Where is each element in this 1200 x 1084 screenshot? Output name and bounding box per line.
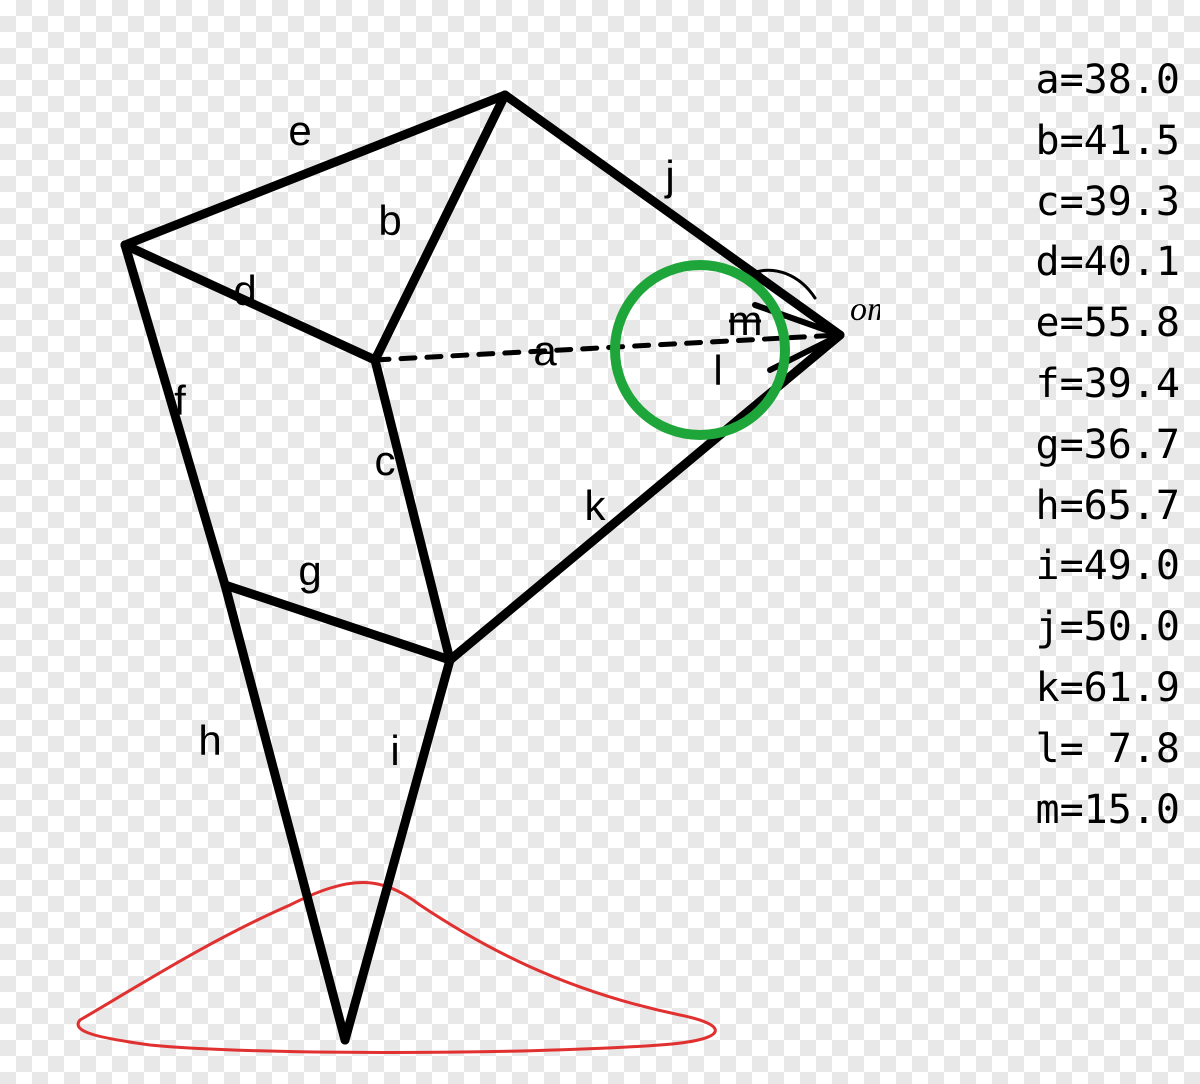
edge-c [375, 360, 450, 660]
annotation-om: om [850, 291, 880, 328]
legend-row-i: i=49.0 [1036, 536, 1181, 597]
legend-row-f: f=39.4 [1036, 354, 1181, 415]
legend-row-l: l= 7.8 [1036, 719, 1181, 780]
diagram-canvas: ebjdfackghilmom [0, 0, 880, 1084]
edge-g [225, 585, 450, 660]
edge-label-j: j [663, 152, 674, 199]
legend: a=38.0b=41.5c=39.3d=40.1e=55.8f=39.4g=36… [1036, 50, 1181, 840]
edge-label-b: b [378, 197, 401, 244]
edge-j [505, 95, 840, 335]
legend-row-k: k=61.9 [1036, 658, 1181, 719]
edge-label-c: c [375, 437, 396, 484]
edge-label-e: e [288, 107, 311, 154]
edge-label-f: f [174, 377, 186, 424]
edge-label-a: a [533, 327, 557, 374]
mound-annotation [78, 883, 715, 1053]
edge-h [225, 585, 345, 1040]
edge-i [345, 660, 450, 1040]
edge-label-h: h [198, 717, 221, 764]
edge-label-i: i [390, 727, 399, 774]
edge-label-k: k [585, 482, 607, 529]
legend-row-m: m=15.0 [1036, 780, 1181, 841]
legend-row-d: d=40.1 [1036, 232, 1181, 293]
edge-label-d: d [233, 267, 256, 314]
legend-row-a: a=38.0 [1036, 50, 1181, 111]
edge-a [375, 335, 840, 360]
edge-label-g: g [298, 547, 321, 594]
legend-row-e: e=55.8 [1036, 293, 1181, 354]
legend-row-g: g=36.7 [1036, 415, 1181, 476]
edge-label-l: l [713, 347, 722, 394]
edge-e [125, 95, 505, 245]
highlight-circle [615, 265, 785, 435]
legend-row-c: c=39.3 [1036, 172, 1181, 233]
legend-row-h: h=65.7 [1036, 476, 1181, 537]
legend-row-b: b=41.5 [1036, 111, 1181, 172]
diagram-svg: ebjdfackghilmom [0, 0, 880, 1084]
legend-row-j: j=50.0 [1036, 597, 1181, 658]
